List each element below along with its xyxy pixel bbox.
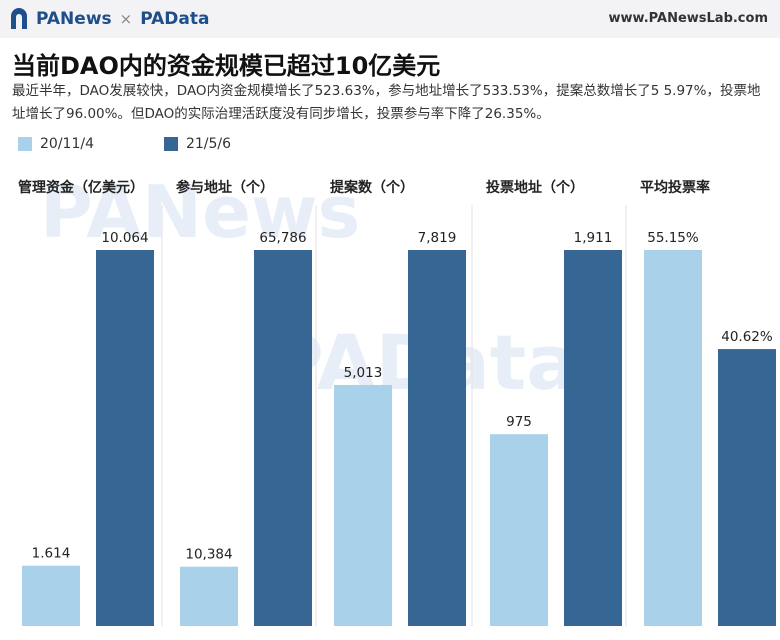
- bar-3-series1: [490, 434, 548, 626]
- legend-label-series2: 21/5/6: [185, 136, 232, 152]
- bar-4-series1: [644, 250, 702, 626]
- bar-4-series2: [718, 349, 776, 626]
- bar-label-2-series1: 5,013: [344, 365, 383, 381]
- legend-label-series1: 20/11/4: [40, 136, 94, 152]
- legend-swatch-series2: [163, 137, 178, 151]
- bar-0-series2: [96, 250, 154, 626]
- legend-swatch-series1: [18, 137, 32, 151]
- panel-title-3: 投票地址（个）: [486, 179, 584, 196]
- panews-logo-icon: [11, 8, 27, 29]
- bar-label-0-series1: 1.614: [32, 546, 71, 562]
- chart-title: 当前DAO内的资金规模已超过10亿美元: [12, 52, 441, 80]
- panel-title-2: 提案数（个）: [330, 179, 414, 196]
- bar-2-series2: [408, 250, 466, 626]
- brand-logo: PANews × PAData: [8, 6, 209, 32]
- panel-title-4: 平均投票率: [640, 179, 710, 196]
- header-bar: PANews × PAData www.PANewsLab.com: [0, 0, 780, 38]
- bar-label-4-series2: 40.62%: [721, 329, 773, 345]
- legend-item-series1: 20/11/4: [18, 136, 94, 152]
- brand-panews: PANews: [36, 9, 112, 29]
- legend-item-series2: 21/5/6: [163, 136, 232, 152]
- brand-padata: PAData: [140, 9, 210, 29]
- bar-3-series2: [564, 250, 622, 626]
- bar-label-3-series1: 975: [506, 414, 532, 430]
- bar-label-1-series1: 10,384: [185, 547, 232, 563]
- site-url: www.PANewsLab.com: [608, 11, 768, 26]
- bar-label-2-series2: 7,819: [418, 230, 457, 246]
- watermark-panews: PANews: [40, 170, 361, 254]
- bar-label-3-series2: 1,911: [574, 230, 613, 246]
- bar-1-series1: [180, 566, 238, 626]
- bar-label-0-series2: 10.064: [101, 230, 148, 246]
- bar-label-4-series1: 55.15%: [647, 230, 699, 246]
- chart-description: 最近半年，DAO发展较快，DAO内资金规模增长了523.63%，参与地址增长了5…: [12, 83, 761, 122]
- panel-title-0: 管理资金（亿美元）: [18, 179, 144, 196]
- legend: 20/11/4 21/5/6: [18, 136, 231, 152]
- panel-title-1: 参与地址（个）: [176, 179, 274, 196]
- bar-1-series2: [254, 250, 312, 626]
- brand-separator: ×: [119, 10, 133, 28]
- bar-0-series1: [22, 565, 80, 626]
- bar-2-series1: [334, 384, 392, 626]
- bar-label-1-series2: 65,786: [259, 230, 306, 246]
